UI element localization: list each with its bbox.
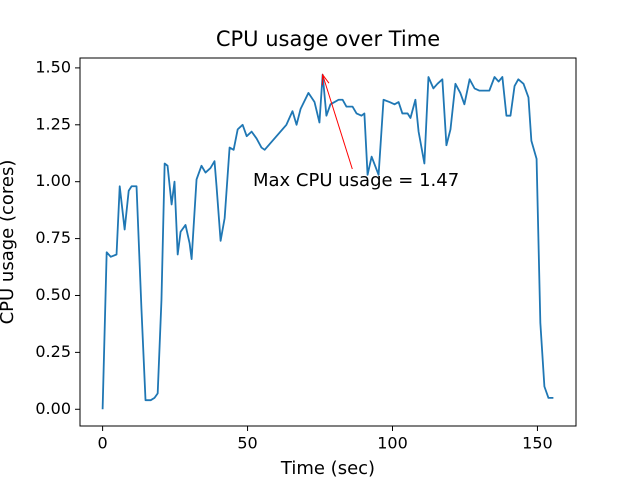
x-tick-label: 0 [98, 434, 108, 453]
chart-title: CPU usage over Time [216, 27, 440, 51]
y-tick-label: 0.00 [35, 399, 71, 418]
y-tick-label: 1.25 [35, 114, 71, 133]
x-axis-label: Time (sec) [280, 458, 375, 479]
y-tick-label: 0.25 [35, 342, 71, 361]
y-tick-label: 1.50 [35, 57, 71, 76]
annotation-arrowhead [321, 73, 330, 86]
data-line [101, 73, 554, 410]
x-tick-label: 150 [522, 434, 553, 453]
y-tick-label: 1.00 [35, 171, 71, 190]
plot-frame [79, 57, 577, 427]
y-axis-label: CPU usage (cores) [0, 160, 18, 325]
x-tick-label: 50 [237, 434, 257, 453]
annotation-arrow [322, 74, 353, 170]
y-tick-label: 0.75 [35, 228, 71, 247]
y-tick-label: 0.50 [35, 285, 71, 304]
annotation-text: Max CPU usage = 1.47 [253, 170, 459, 191]
x-tick-label: 100 [377, 434, 408, 453]
